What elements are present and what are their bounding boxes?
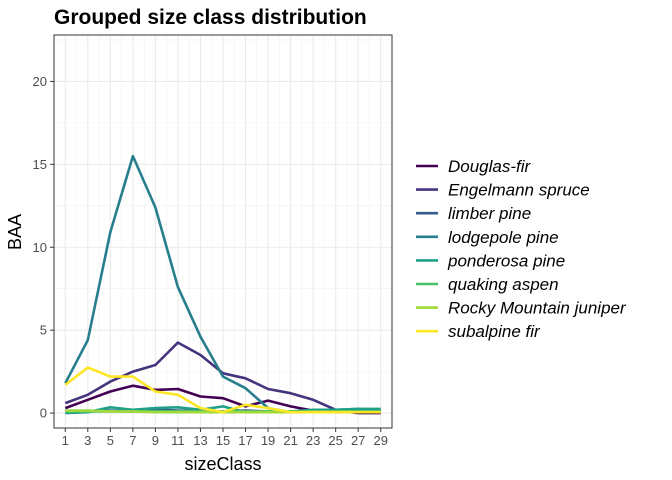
series-line-ponderosa-pine	[65, 405, 381, 415]
x-tick-label: 29	[373, 433, 387, 448]
legend-label-subalpine-fir: subalpine fir	[448, 322, 541, 341]
series-line-subalpine-fir	[64, 366, 381, 414]
legend-label-douglas-fir: Douglas-fir	[448, 157, 532, 176]
x-tick-label: 9	[152, 433, 159, 448]
x-tick-label: 13	[193, 433, 207, 448]
x-tick-label: 25	[328, 433, 342, 448]
y-tick-label: 5	[40, 323, 47, 338]
x-axis: 1 3 5 7 9 11 13 15 17 19 21 23 25 27 29	[62, 428, 388, 448]
legend: Douglas-fir Engelmann spruce limber pine lo…	[416, 157, 627, 341]
y-tick-label: 10	[33, 240, 47, 255]
x-tick-label: 1	[62, 433, 69, 448]
legend-label-quaking-aspen: quaking aspen	[448, 275, 559, 294]
legend-label-ponderosa-pine: ponderosa pine	[447, 251, 565, 270]
x-tick-label: 15	[216, 433, 230, 448]
y-tick-label: 0	[40, 406, 47, 421]
x-axis-title: sizeClass	[184, 454, 261, 474]
x-tick-label: 7	[129, 433, 136, 448]
x-tick-label: 17	[238, 433, 252, 448]
x-tick-label: 19	[261, 433, 275, 448]
x-tick-label: 27	[351, 433, 365, 448]
legend-label-rocky-mountain-juniper: Rocky Mountain juniper	[448, 299, 627, 318]
y-axis: 0 5 10 15 20	[33, 74, 54, 421]
y-tick-label: 15	[33, 157, 47, 172]
legend-label-lodgepole-pine: lodgepole pine	[448, 228, 559, 247]
x-tick-label: 11	[171, 433, 185, 448]
x-tick-label: 3	[84, 433, 91, 448]
y-axis-title: BAA	[5, 214, 25, 250]
legend-label-limber-pine: limber pine	[448, 204, 531, 223]
legend-label-engelmann-spruce: Engelmann spruce	[448, 181, 590, 200]
chart-title: Grouped size class distribution	[54, 6, 367, 29]
x-tick-label: 23	[306, 433, 320, 448]
series-line-engelmann-spruce	[64, 341, 381, 414]
x-tick-label: 21	[283, 433, 297, 448]
x-tick-label: 5	[107, 433, 114, 448]
series-lines	[64, 154, 381, 415]
y-tick-label: 20	[33, 74, 47, 89]
